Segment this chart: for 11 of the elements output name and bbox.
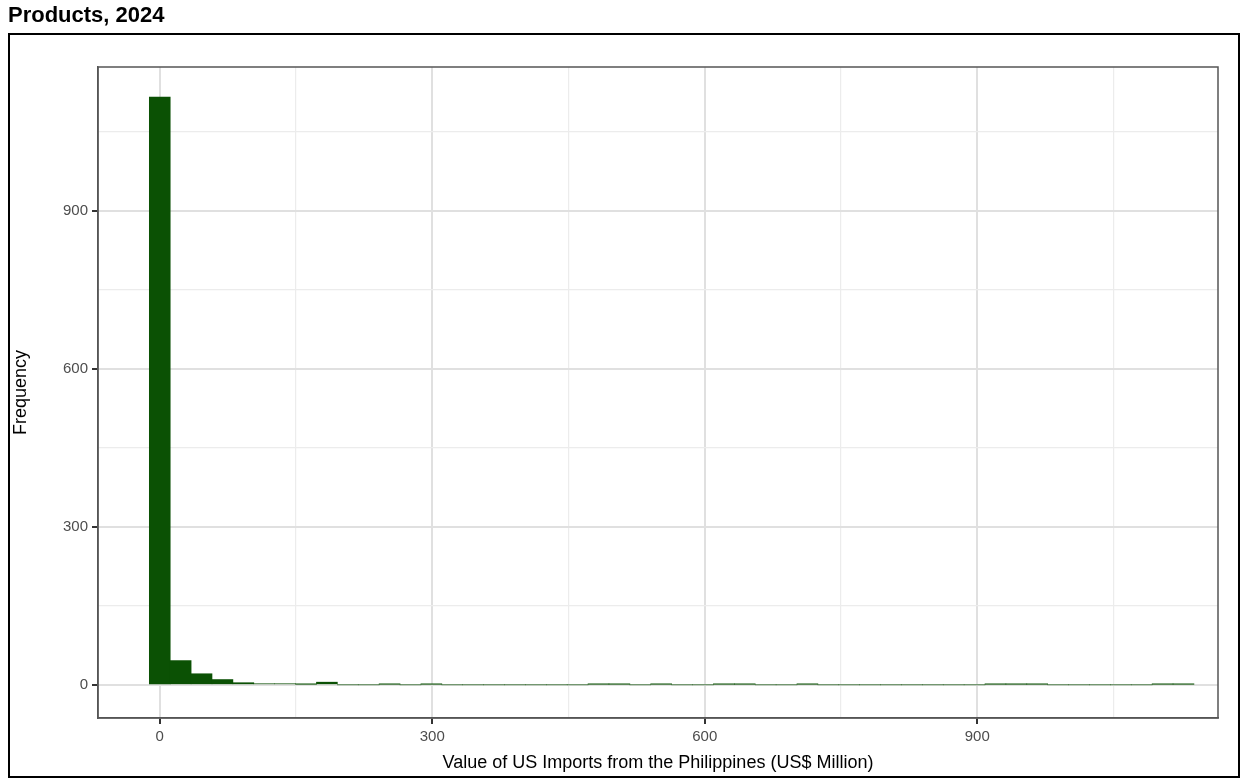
chart-title: Products, 2024 (8, 2, 165, 28)
x-tick-label: 300 (419, 727, 445, 745)
y-tick-label: 300 (62, 516, 88, 534)
x-tick-label: 600 (692, 727, 718, 745)
y-tick-label: 600 (62, 358, 88, 376)
x-axis-title: Value of US Imports from the Philippines (US$ Million) (442, 752, 874, 773)
x-tick-label: 0 (155, 727, 164, 745)
y-axis-title: Frequency (9, 349, 30, 436)
y-tick-label: 900 (62, 200, 88, 218)
x-tick-label: 900 (964, 727, 990, 745)
y-tick-label: 0 (79, 674, 88, 692)
